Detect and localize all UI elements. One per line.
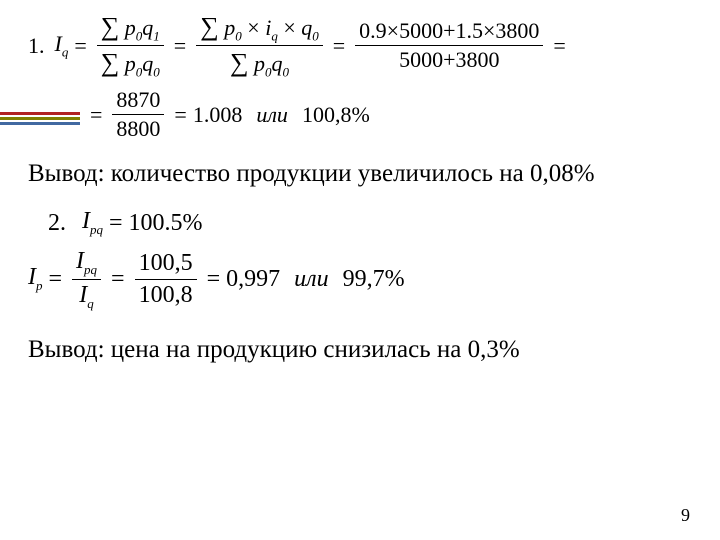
equation-1-line-2: = 8870 8800 = 1.008 или 100,8% [84,86,692,144]
equals-sign: = [109,210,123,237]
page-number: 9 [681,505,690,526]
eq3-lhs: Ip [28,264,43,294]
eq1-result: 1.008 [193,102,243,128]
eq1-fraction-4: 8870 8800 [112,86,164,144]
eq1-label: 1. [28,33,45,59]
eq1-percent: 100,8% [302,102,370,128]
or-text: или [294,266,328,293]
accent-bar-red [0,112,80,115]
conclusion-2: Вывод: цена на продукцию снизилась на 0,… [28,334,692,367]
eq3-fraction-2: 100,5 100,8 [135,248,197,311]
eq2-rhs: 100.5% [129,210,203,237]
eq3-fraction-1: Ipq Iq [72,246,101,312]
eq2-lhs: Ipq [82,208,103,238]
equals-sign: = [553,33,565,59]
equation-1-line-1: 1. Iq = ∑ p0q1 ∑ p0q0 = ∑ p0 × iq × [28,10,692,82]
equation-block-2: 2. Ipq = 100.5% Ip = Ipq Iq = [48,208,692,312]
equation-2: 2. Ipq = 100.5% [48,208,692,238]
equals-sign: = [90,102,102,128]
eq1-fraction-1: ∑ p0q1 ∑ p0q0 [97,10,164,82]
slide-content: 1. Iq = ∑ p0q1 ∑ p0q0 = ∑ p0 × iq × [0,0,720,367]
eq2-label: 2. [48,210,66,237]
slide-accent-bars [0,112,80,125]
accent-bar-olive [0,117,80,120]
or-text: или [256,102,288,128]
equation-3: Ip = Ipq Iq = 100,5 100,8 = 0,997 или [28,246,692,312]
conclusion-1: Вывод: количество продукции увеличилось … [28,158,692,191]
equals-sign: = [333,33,345,59]
equals-sign: = [49,266,63,293]
equals-sign: = [174,33,186,59]
equals-sign: = [174,102,186,128]
equals-sign: = [111,266,125,293]
eq1-fraction-2: ∑ p0 × iq × q0 ∑ p0q0 [196,10,323,82]
eq1-lhs: Iq [55,31,69,60]
eq3-percent: 99,7% [343,266,405,293]
equals-sign: = [207,266,221,293]
equals-sign: = [74,33,86,59]
eq3-result: 0,997 [226,266,280,293]
eq1-fraction-3: 0.9×5000+1.5×3800 5000+3800 [355,17,543,75]
accent-bar-blue [0,122,80,125]
